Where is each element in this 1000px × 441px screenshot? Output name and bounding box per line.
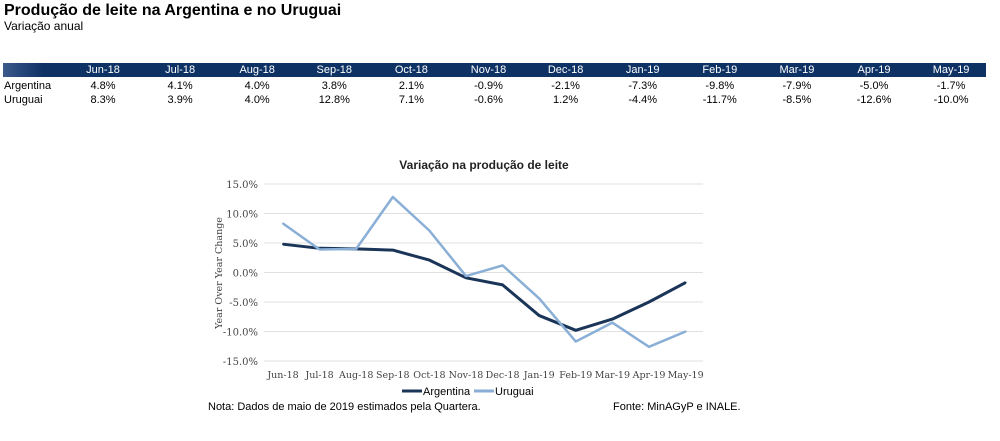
y-tick-label: -15.0%: [223, 357, 258, 368]
table-cell: -7.3%: [628, 80, 658, 92]
x-tick-label: Feb-19: [559, 370, 592, 381]
data-point: [574, 329, 577, 332]
table-cell: -0.9%: [474, 80, 503, 92]
table-column-header: Mar-19: [779, 64, 815, 76]
table-cell: -0.6%: [474, 94, 503, 106]
table-cell: -1.7%: [936, 80, 966, 92]
table-cell: 3.9%: [167, 94, 193, 106]
table-cell: -8.5%: [782, 94, 812, 106]
data-point: [648, 301, 650, 303]
x-tick-label: Jul-18: [304, 370, 333, 381]
table-cell: -10.0%: [933, 94, 969, 106]
data-point: [355, 247, 358, 250]
x-tick-label: Jun-18: [266, 370, 298, 381]
table-column-header: Aug-18: [239, 64, 275, 76]
data-point: [501, 283, 504, 286]
data-point: [428, 259, 431, 262]
x-tick-label: Dec-18: [486, 370, 520, 381]
x-tick-label: Sep-18: [376, 370, 410, 381]
y-tick-label: -5.0%: [229, 298, 258, 309]
table-cell: 4.0%: [244, 80, 270, 92]
data-point: [391, 249, 394, 252]
footnote: Nota: Dados de maio de 2019 estimados pe…: [208, 401, 481, 413]
table-cell: -4.4%: [628, 94, 658, 106]
table-column-header: May-19: [932, 64, 970, 76]
table-column-header: Nov-18: [470, 64, 507, 76]
table-cell: 12.8%: [318, 94, 350, 106]
table-column-header: Apr-19: [857, 64, 891, 76]
y-tick-label: 10.0%: [226, 210, 258, 221]
y-tick-label: 15.0%: [226, 180, 258, 191]
x-tick-label: Jan-19: [523, 370, 555, 381]
data-point: [611, 321, 614, 324]
table-cell: 4.0%: [244, 94, 270, 106]
data-point: [465, 276, 467, 279]
table-cell: 7.1%: [398, 94, 424, 106]
x-tick-label: Apr-19: [632, 370, 666, 381]
table-cell: 1.2%: [553, 94, 579, 106]
legend-label: Argentina: [423, 386, 471, 398]
x-tick-label: May-19: [668, 370, 704, 381]
data-point: [648, 345, 650, 348]
table-column-header: Oct-18: [394, 64, 428, 76]
table-column-header: Dec-18: [547, 64, 584, 76]
x-tick-label: Mar-19: [595, 370, 630, 381]
data-point: [318, 248, 321, 251]
table-cell: 4.8%: [90, 80, 116, 92]
table-cell: -2.1%: [551, 80, 580, 92]
data-point: [538, 314, 541, 317]
y-axis-label: Year Over Year Change: [214, 217, 225, 330]
table-cell: -7.9%: [782, 80, 812, 92]
table-header: Jun-18 Jul-18 Aug-18 Sep-18 Oct-18 Nov-18 Dec-…: [3, 63, 986, 77]
y-tick-label: -10.0%: [223, 328, 258, 339]
data-point: [611, 318, 614, 321]
y-tick-label: 5.0%: [233, 239, 258, 250]
data-point: [282, 243, 284, 246]
data-point: [538, 297, 541, 300]
x-tick-label: Nov-18: [449, 370, 484, 381]
table-cell: 3.8%: [321, 80, 347, 92]
data-point: [574, 340, 577, 343]
data-point: [282, 222, 284, 225]
chart-title: Variação na produção de leite: [399, 158, 569, 172]
table-cell: -12.6%: [856, 94, 892, 106]
series-line-uruguai: [282, 195, 687, 349]
table-column-header: Jan-19: [625, 64, 660, 76]
table-column-header: Sep-18: [316, 64, 353, 76]
source-note: Fonte: MinAGyP e INALE.: [613, 401, 741, 413]
data-point: [684, 330, 687, 333]
table-column-header: Jul-18: [165, 64, 196, 76]
table-column-header: Jun-18: [86, 64, 120, 76]
data-point: [465, 275, 467, 278]
table-cell: -5.0%: [859, 80, 889, 92]
series-line-argentina: [282, 242, 687, 332]
table-column-header: Feb-19: [702, 64, 738, 76]
x-tick-label: Aug-18: [338, 370, 373, 381]
data-point: [684, 281, 687, 284]
x-tick-label: Oct-18: [413, 370, 445, 381]
table-cell: 4.1%: [167, 80, 193, 92]
data-point: [391, 195, 394, 198]
table-cell: 2.1%: [398, 80, 424, 92]
table-row-label: Uruguai: [4, 94, 43, 106]
table-row-label: Argentina: [4, 80, 52, 92]
y-tick-label: 0.0%: [233, 269, 258, 280]
data-point: [501, 264, 504, 267]
legend-label: Uruguai: [495, 386, 534, 398]
table-cell: 8.3%: [90, 94, 116, 106]
table-cell: -9.8%: [705, 80, 735, 92]
data-point: [428, 229, 431, 232]
page-subtitle: Variação anual: [4, 19, 84, 33]
table-cell: -11.7%: [702, 94, 737, 106]
page-title: Produção de leite na Argentina e no Urug…: [4, 2, 342, 19]
